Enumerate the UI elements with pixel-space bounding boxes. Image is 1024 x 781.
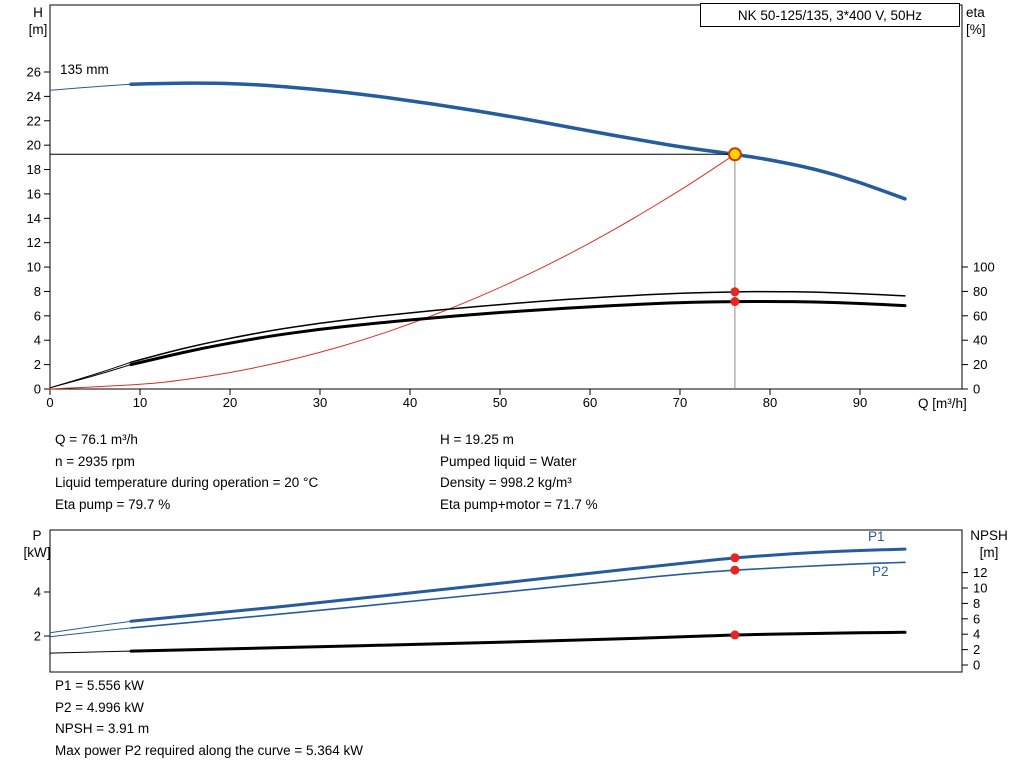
x-tick-label: 10 (133, 395, 147, 410)
y-right-tick-label: 8 (973, 596, 980, 611)
y-right-tick-label: 60 (973, 308, 987, 323)
eta-pump-duty-marker (730, 287, 740, 297)
npsh-curve-lead-in (49, 650, 132, 654)
x-tick-label: 80 (763, 395, 777, 410)
y-left-tick-label: 14 (27, 211, 41, 226)
y-right-tick-label: 6 (973, 611, 980, 626)
npsh-axis-symbol: NPSH (970, 528, 1008, 543)
x-tick-label: 0 (46, 395, 53, 410)
duty-flow-text: Q = 76.1 m³/h (55, 432, 138, 447)
p-axis-unit: [kW] (23, 545, 51, 560)
y-right-tick-label: 40 (973, 333, 987, 348)
plot-frame (49, 4, 963, 390)
h-axis-symbol: H (33, 5, 43, 20)
npsh-value-text: NPSH = 3.91 m (55, 721, 150, 736)
duty-eta-pump-text: Eta pump = 79.7 % (55, 496, 171, 512)
duty-info-right: H = 19.25 m Pumped liquid = Water Densit… (440, 429, 598, 515)
eta-pump-curve-lead-in (49, 361, 132, 389)
x-tick-label: 20 (223, 395, 237, 410)
x-tick-label: 90 (853, 395, 867, 410)
eta-axis-title: eta [%] (966, 4, 1010, 38)
p2-value-text: P2 = 4.996 kW (55, 699, 144, 715)
y-left-tick-label: 26 (27, 65, 41, 80)
p2-curve (130, 561, 906, 629)
duty-temperature-text: Liquid temperature during operation = 20… (55, 475, 319, 490)
duty-liquid-text: Pumped liquid = Water (440, 453, 577, 469)
p1-curve-lead-in (49, 620, 132, 634)
y-left-tick-label: 12 (27, 235, 41, 250)
duty-speed-text: n = 2935 rpm (55, 453, 135, 469)
y-left-tick-label: 2 (34, 357, 41, 372)
y-right-tick-label: 4 (973, 627, 980, 642)
p1-curve (129, 547, 907, 623)
npsh-axis-title: NPSH [m] (960, 527, 1018, 561)
y-left-tick-label: 16 (27, 186, 41, 201)
y-left-tick-label: 22 (27, 113, 41, 128)
plot-frame (49, 529, 963, 673)
y-right-tick-label: 20 (973, 357, 987, 372)
h-axis-unit: [m] (28, 22, 48, 37)
x-tick-label: 30 (313, 395, 327, 410)
pump-curve-135mm (129, 81, 907, 201)
y-left-tick-label: 8 (34, 284, 41, 299)
p2-curve-lead-in (49, 627, 132, 638)
y-right-tick-label: 100 (973, 260, 995, 275)
npsh-curve (129, 630, 907, 653)
x-tick-label: 50 (493, 395, 507, 410)
y-left-tick-label: 18 (27, 162, 41, 177)
y-left-tick-label: 0 (34, 382, 41, 397)
x-tick-label: 70 (673, 395, 687, 410)
h-axis-title: H [m] (20, 4, 56, 38)
duty-head-text: H = 19.25 m (440, 432, 514, 447)
power-info-block: P1 = 5.556 kW P2 = 4.996 kW NPSH = 3.91 … (55, 675, 363, 761)
q-axis-title: Q [m³/h] (918, 396, 967, 411)
y-right-tick-label: 12 (973, 565, 987, 580)
p2-duty-marker (730, 565, 740, 575)
pump-model-title: NK 50-125/135, 3*400 V, 50Hz (700, 3, 960, 27)
y-left-tick-label: 2 (34, 629, 41, 644)
impeller-size-label: 135 mm (60, 62, 109, 77)
duty-info-left: Q = 76.1 m³/h n = 2935 rpm Liquid temper… (55, 429, 318, 515)
duty-point-marker (727, 147, 742, 162)
y-right-tick-label: 10 (973, 581, 987, 596)
y-left-tick-label: 10 (27, 260, 41, 275)
p1-value-text: P1 = 5.556 kW (55, 678, 144, 693)
y-left-tick-label: 24 (27, 89, 41, 104)
pump-curve-135mm-lead-in (49, 83, 132, 91)
y-right-tick-label: 2 (973, 642, 980, 657)
y-right-tick-label: 0 (973, 658, 980, 673)
y-right-tick-label: 0 (973, 382, 980, 397)
eta-axis-unit: [%] (966, 22, 986, 37)
p1-duty-marker (730, 553, 740, 563)
eta-pump-motor-curve-lead-in (49, 364, 132, 389)
x-tick-label: 60 (583, 395, 597, 410)
max-p2-text: Max power P2 required along the curve = … (55, 742, 364, 758)
npsh-duty-marker (730, 630, 740, 640)
npsh-axis-unit: [m] (979, 545, 999, 560)
duty-eta-total-text: Eta pump+motor = 71.7 % (440, 496, 598, 512)
y-left-tick-label: 6 (34, 308, 41, 323)
x-tick-label: 40 (403, 395, 417, 410)
y-right-tick-label: 80 (973, 284, 987, 299)
p-axis-title: P [kW] (18, 527, 56, 561)
eta-pump-curve (130, 290, 906, 363)
y-left-tick-label: 4 (34, 333, 41, 348)
system-curve (49, 153, 736, 390)
p-axis-symbol: P (32, 528, 42, 543)
eta-pump-motor-curve (129, 299, 907, 367)
y-left-tick-label: 20 (27, 138, 41, 153)
eta-axis-symbol: eta (966, 5, 985, 20)
hq-eta-chart: 0 10 20 30 40 50 60 70 80 90024681012141618202224… (27, 4, 995, 410)
eta-pump-motor-duty-marker (730, 297, 740, 307)
y-left-tick-label: 4 (34, 585, 41, 600)
duty-density-text: Density = 998.2 kg/m³ (440, 475, 572, 490)
p2-series-label: P2 (872, 564, 889, 579)
p1-series-label: P1 (868, 529, 885, 544)
